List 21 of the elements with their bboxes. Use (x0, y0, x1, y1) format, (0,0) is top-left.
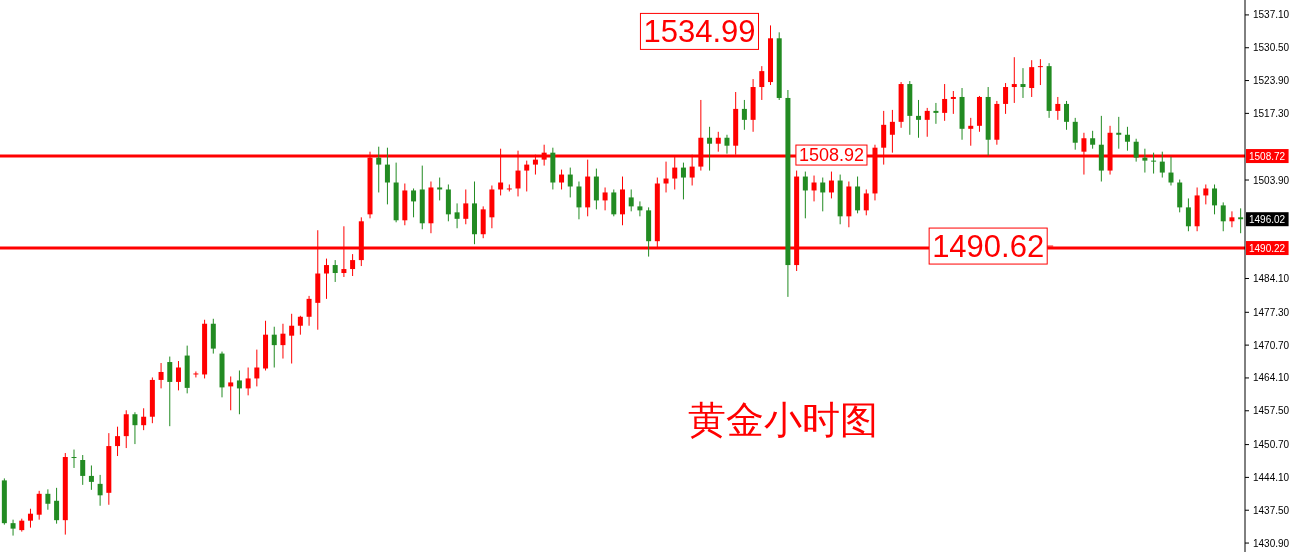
y-tick-label: 1444.10 (1253, 471, 1290, 483)
y-tick-label: 1537.10 (1253, 9, 1290, 21)
axis-price-label: 1508.72 (1246, 149, 1289, 164)
y-tick-label: 1523.90 (1253, 75, 1290, 87)
price-box: 1508.92 (795, 144, 868, 166)
y-tick-label: 1470.70 (1253, 339, 1290, 351)
y-tick-label: 1437.50 (1253, 504, 1290, 516)
price-box: 1534.99 (639, 12, 759, 50)
y-tick-label: 1503.90 (1253, 174, 1290, 186)
y-tick-label: 1457.50 (1253, 405, 1290, 417)
y-tick-label: 1430.90 (1253, 537, 1290, 549)
axis-price-label: 1490.22 (1246, 241, 1289, 256)
y-tick-label: 1464.10 (1253, 372, 1290, 384)
axis-price-label: 1496.02 (1246, 212, 1289, 227)
y-tick-label: 1484.10 (1253, 272, 1290, 284)
y-tick-label: 1477.30 (1253, 306, 1290, 318)
y-tick-label: 1450.70 (1253, 439, 1290, 451)
annotation: 1490.62 (932, 228, 1045, 264)
y-tick-label: 1530.50 (1253, 42, 1290, 54)
y-tick-label: 1517.30 (1253, 107, 1290, 119)
annotation: 黄金小时图 (688, 399, 878, 441)
